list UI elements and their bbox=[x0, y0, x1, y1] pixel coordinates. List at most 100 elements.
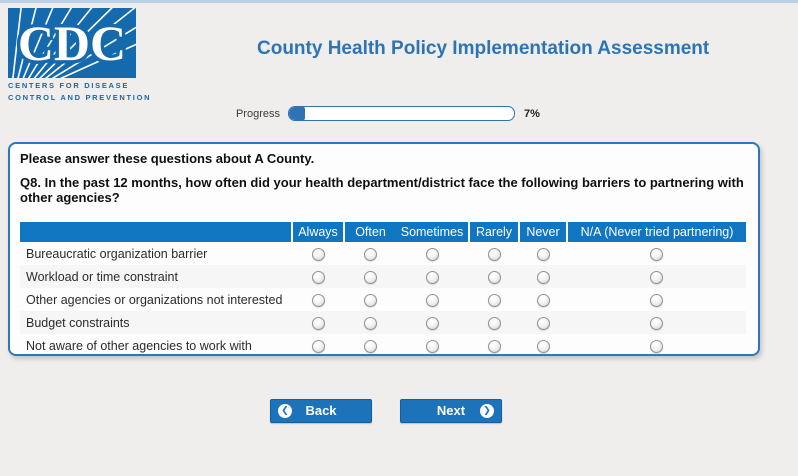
radio-cell bbox=[344, 265, 396, 288]
row-label: Budget constraints bbox=[20, 311, 292, 334]
radio-cell bbox=[396, 334, 469, 357]
radio-cell bbox=[469, 334, 519, 357]
radio-row3-sometimes[interactable] bbox=[426, 293, 439, 307]
radio-cell bbox=[344, 334, 396, 357]
table-row: Not aware of other agencies to work with bbox=[20, 334, 746, 357]
radio-row1-always[interactable] bbox=[311, 247, 325, 261]
row-label: Workload or time constraint bbox=[20, 265, 292, 288]
radio-cell bbox=[292, 265, 344, 288]
row-label: Bureaucratic organization barrier bbox=[26, 246, 208, 261]
radio-row1-n-a-never-tried-partnering[interactable] bbox=[650, 247, 663, 261]
radio-cell bbox=[519, 242, 567, 265]
radio-cell bbox=[519, 265, 567, 288]
radio-row2-n-a-never-tried-partnering[interactable] bbox=[650, 270, 663, 284]
svg-text:CDC: CDC bbox=[18, 15, 126, 71]
radio-cell bbox=[519, 311, 567, 334]
radio-cell bbox=[567, 311, 746, 334]
radio-cell bbox=[292, 288, 344, 311]
column-header-n-a-never-tried-partnering: N/A (Never tried partnering) bbox=[566, 222, 746, 242]
radio-row3-often[interactable] bbox=[363, 293, 377, 307]
column-header-often: Often bbox=[343, 222, 396, 242]
back-button[interactable]: ❮ Back bbox=[270, 399, 372, 423]
matrix-table: Always Often Sometimes Rarely Never N/A (Neve… bbox=[20, 222, 746, 357]
radio-row5-n-a-never-tried-partnering[interactable] bbox=[650, 339, 663, 353]
radio-row5-always[interactable] bbox=[311, 339, 325, 353]
radio-row4-rarely[interactable] bbox=[487, 316, 501, 330]
radio-row4-sometimes[interactable] bbox=[426, 316, 439, 330]
radio-row2-always[interactable] bbox=[311, 270, 325, 284]
radio-cell bbox=[292, 311, 344, 334]
radio-row3-rarely[interactable] bbox=[487, 293, 501, 307]
radio-row4-never[interactable] bbox=[536, 316, 550, 330]
next-button-label: Next bbox=[436, 403, 466, 418]
radio-cell bbox=[292, 334, 344, 357]
radio-cell bbox=[396, 242, 469, 265]
back-button-label: Back bbox=[305, 403, 337, 418]
radio-row1-sometimes[interactable] bbox=[426, 247, 439, 261]
survey-intro-text: Please answer these questions about A Co… bbox=[20, 151, 315, 166]
radio-row4-often[interactable] bbox=[363, 316, 377, 330]
radio-cell bbox=[469, 288, 519, 311]
progress-percent: 7% bbox=[524, 108, 540, 120]
column-header-sometimes: Sometimes bbox=[396, 222, 469, 242]
next-arrow-icon: ❯ bbox=[480, 404, 494, 418]
radio-row2-rarely[interactable] bbox=[487, 270, 501, 284]
question-body: In the past 12 months, how often did you… bbox=[20, 175, 744, 205]
cdc-logo-icon: CDC CDC bbox=[8, 8, 136, 78]
back-arrow-icon: ❮ bbox=[278, 404, 292, 418]
progress-label: Progress bbox=[235, 108, 280, 120]
radio-row5-never[interactable] bbox=[536, 339, 550, 353]
radio-cell bbox=[567, 242, 746, 265]
radio-row5-rarely[interactable] bbox=[487, 339, 501, 353]
top-accent-strip bbox=[0, 0, 798, 3]
radio-cell bbox=[396, 311, 469, 334]
svg-text:CDC: CDC bbox=[18, 15, 126, 71]
radio-cell bbox=[344, 288, 396, 311]
column-header-never: Never bbox=[518, 222, 567, 242]
progress-bar bbox=[288, 106, 515, 121]
table-row: Workload or time constraint bbox=[20, 265, 746, 288]
radio-cell bbox=[396, 265, 469, 288]
question-text: Q8. In the past 12 months, how often did… bbox=[20, 175, 750, 205]
radio-cell bbox=[567, 334, 746, 357]
radio-row1-often[interactable] bbox=[363, 247, 377, 261]
radio-cell bbox=[469, 265, 519, 288]
radio-row4-always[interactable] bbox=[311, 316, 325, 330]
radio-cell bbox=[344, 242, 396, 265]
survey-panel: Please answer these questions about A Co… bbox=[8, 142, 760, 356]
radio-row1-never[interactable] bbox=[536, 247, 550, 261]
radio-row1-rarely[interactable] bbox=[487, 247, 501, 261]
matrix-header-row: Always Often Sometimes Rarely Never N/A (Neve… bbox=[20, 222, 746, 242]
radio-row3-never[interactable] bbox=[536, 293, 550, 307]
cdc-logo-line2: CONTROL AND PREVENTION bbox=[8, 93, 152, 102]
radio-row2-sometimes[interactable] bbox=[426, 270, 439, 284]
radio-cell bbox=[396, 288, 469, 311]
radio-cell bbox=[567, 288, 746, 311]
radio-row5-often[interactable] bbox=[363, 339, 377, 353]
radio-cell bbox=[519, 334, 567, 357]
radio-cell bbox=[292, 242, 344, 265]
radio-cell bbox=[469, 311, 519, 334]
radio-row4-n-a-never-tried-partnering[interactable] bbox=[650, 316, 663, 330]
column-header-spacer bbox=[20, 222, 292, 242]
column-header-rarely: Rarely bbox=[468, 222, 519, 242]
cdc-logo: CDC CDC CENTERS FOR DISEASE CONTROL AND … bbox=[8, 8, 152, 102]
radio-row2-often[interactable] bbox=[363, 270, 377, 284]
question-number: Q8. bbox=[20, 175, 41, 190]
table-row: Bureaucratic organization barrier bbox=[20, 242, 746, 265]
next-button[interactable]: Next ❯ bbox=[400, 399, 502, 423]
radio-cell bbox=[469, 242, 519, 265]
page-title: County Health Policy Implementation Asse… bbox=[257, 38, 710, 59]
radio-cell bbox=[519, 288, 567, 311]
radio-cell bbox=[567, 265, 746, 288]
radio-row5-sometimes[interactable] bbox=[426, 339, 439, 353]
radio-row2-never[interactable] bbox=[536, 270, 550, 284]
column-header-always: Always bbox=[291, 222, 344, 242]
row-label: Other agencies or organizations not inte… bbox=[26, 292, 283, 307]
progress-bar-fill bbox=[289, 107, 305, 120]
radio-row3-always[interactable] bbox=[311, 293, 325, 307]
radio-row3-n-a-never-tried-partnering[interactable] bbox=[650, 293, 663, 307]
table-row: Other agencies or organizations not inte… bbox=[20, 288, 746, 311]
cdc-logo-line1: CENTERS FOR DISEASE bbox=[8, 81, 130, 90]
radio-cell bbox=[344, 311, 396, 334]
